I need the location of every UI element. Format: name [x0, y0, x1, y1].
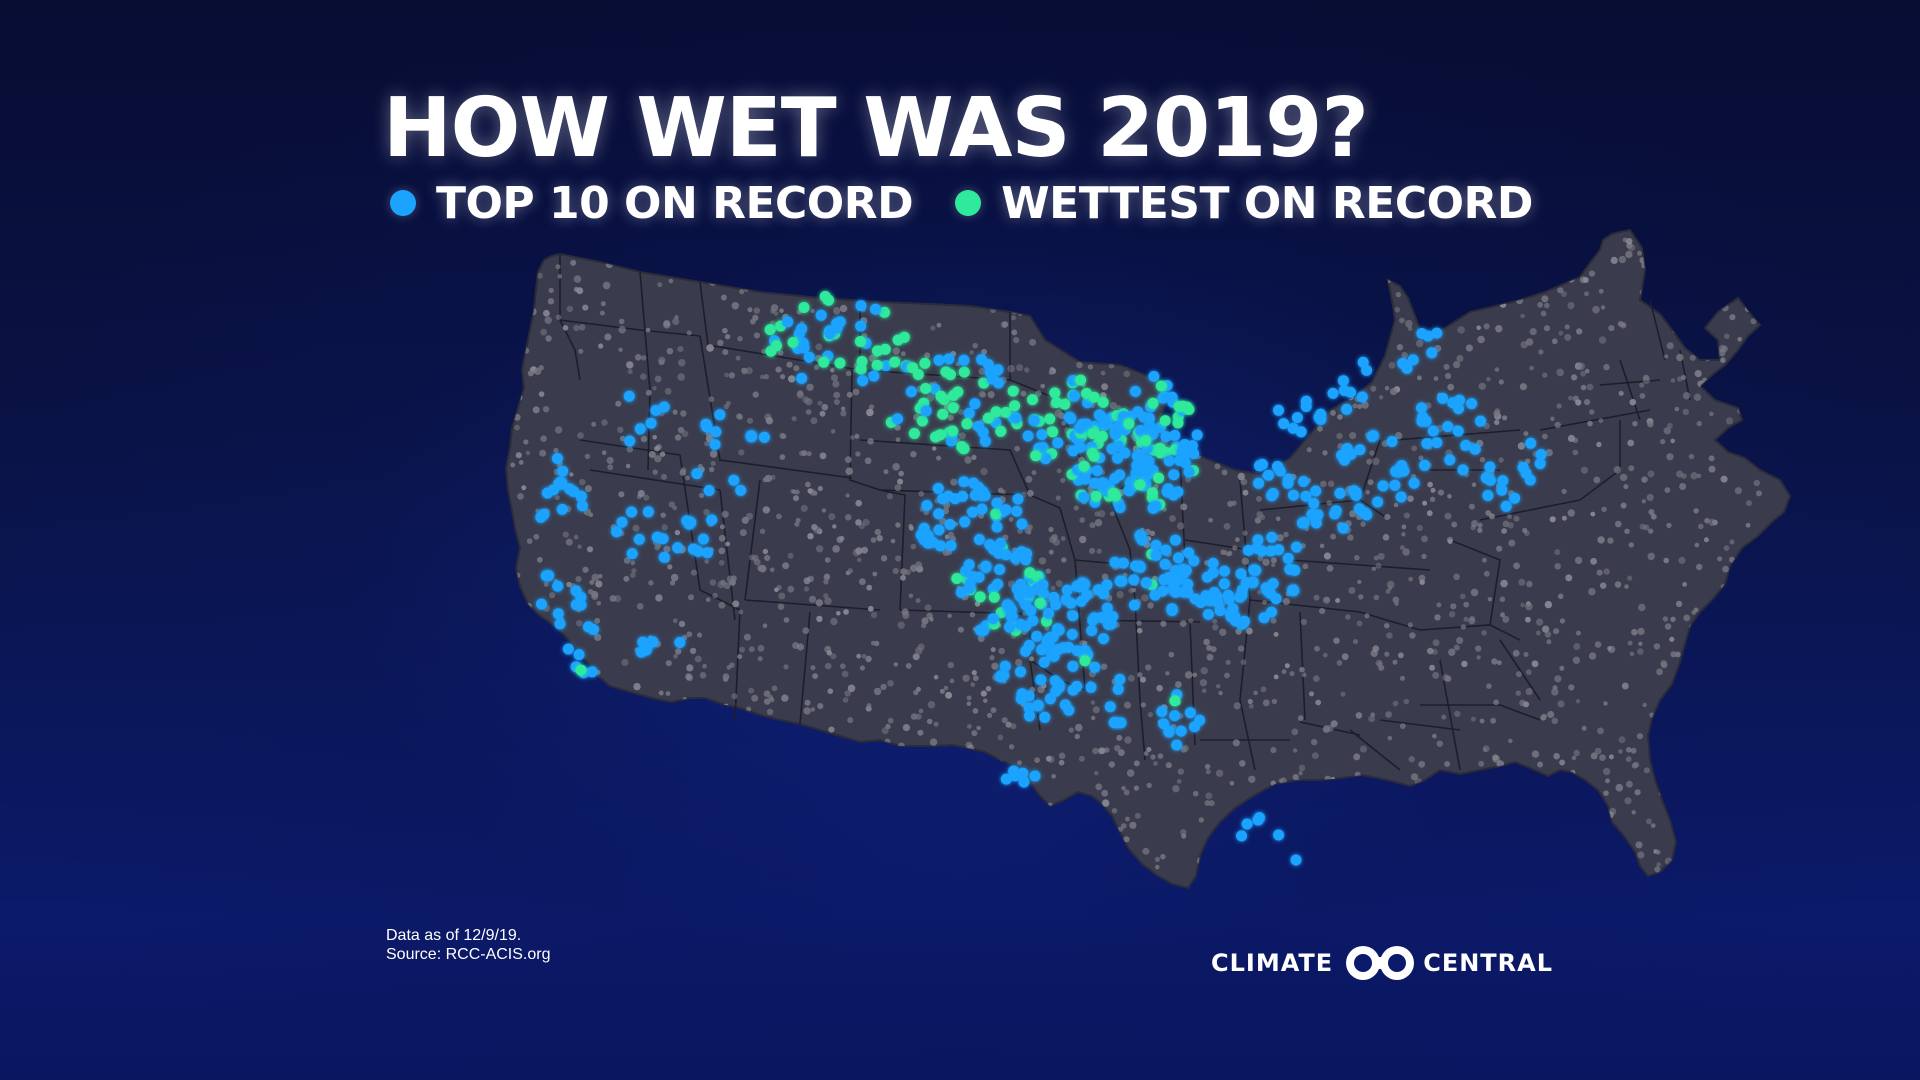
data-date-note: Data as of 12/9/19.	[386, 927, 522, 944]
green-dot-icon	[955, 190, 982, 216]
legend-item-wettest: WETTEST ON RECORD	[955, 178, 1533, 229]
climate-central-logo: CLIMATE CENTRAL	[1211, 940, 1553, 986]
legend-label-top10: TOP 10 ON RECORD	[436, 177, 914, 229]
climate-central-rings-icon	[1346, 946, 1415, 980]
logo-word-right: CENTRAL	[1423, 949, 1554, 977]
logo-word-left: CLIMATE	[1211, 949, 1334, 977]
footnote: Data as of 12/9/19. Source: RCC-ACIS.org	[386, 926, 551, 964]
legend-item-top10: TOP 10 ON RECORD	[390, 177, 914, 229]
us-landmass	[504, 228, 1792, 890]
source-note: Source: RCC-ACIS.org	[386, 946, 551, 963]
blue-dot-icon	[390, 190, 416, 216]
legend: TOP 10 ON RECORD WETTEST ON RECORD	[390, 177, 1575, 229]
page-title: HOW WET WAS 2019?	[383, 81, 1369, 176]
record-dots	[535, 290, 1547, 866]
legend-label-wettest: WETTEST ON RECORD	[1001, 177, 1533, 229]
